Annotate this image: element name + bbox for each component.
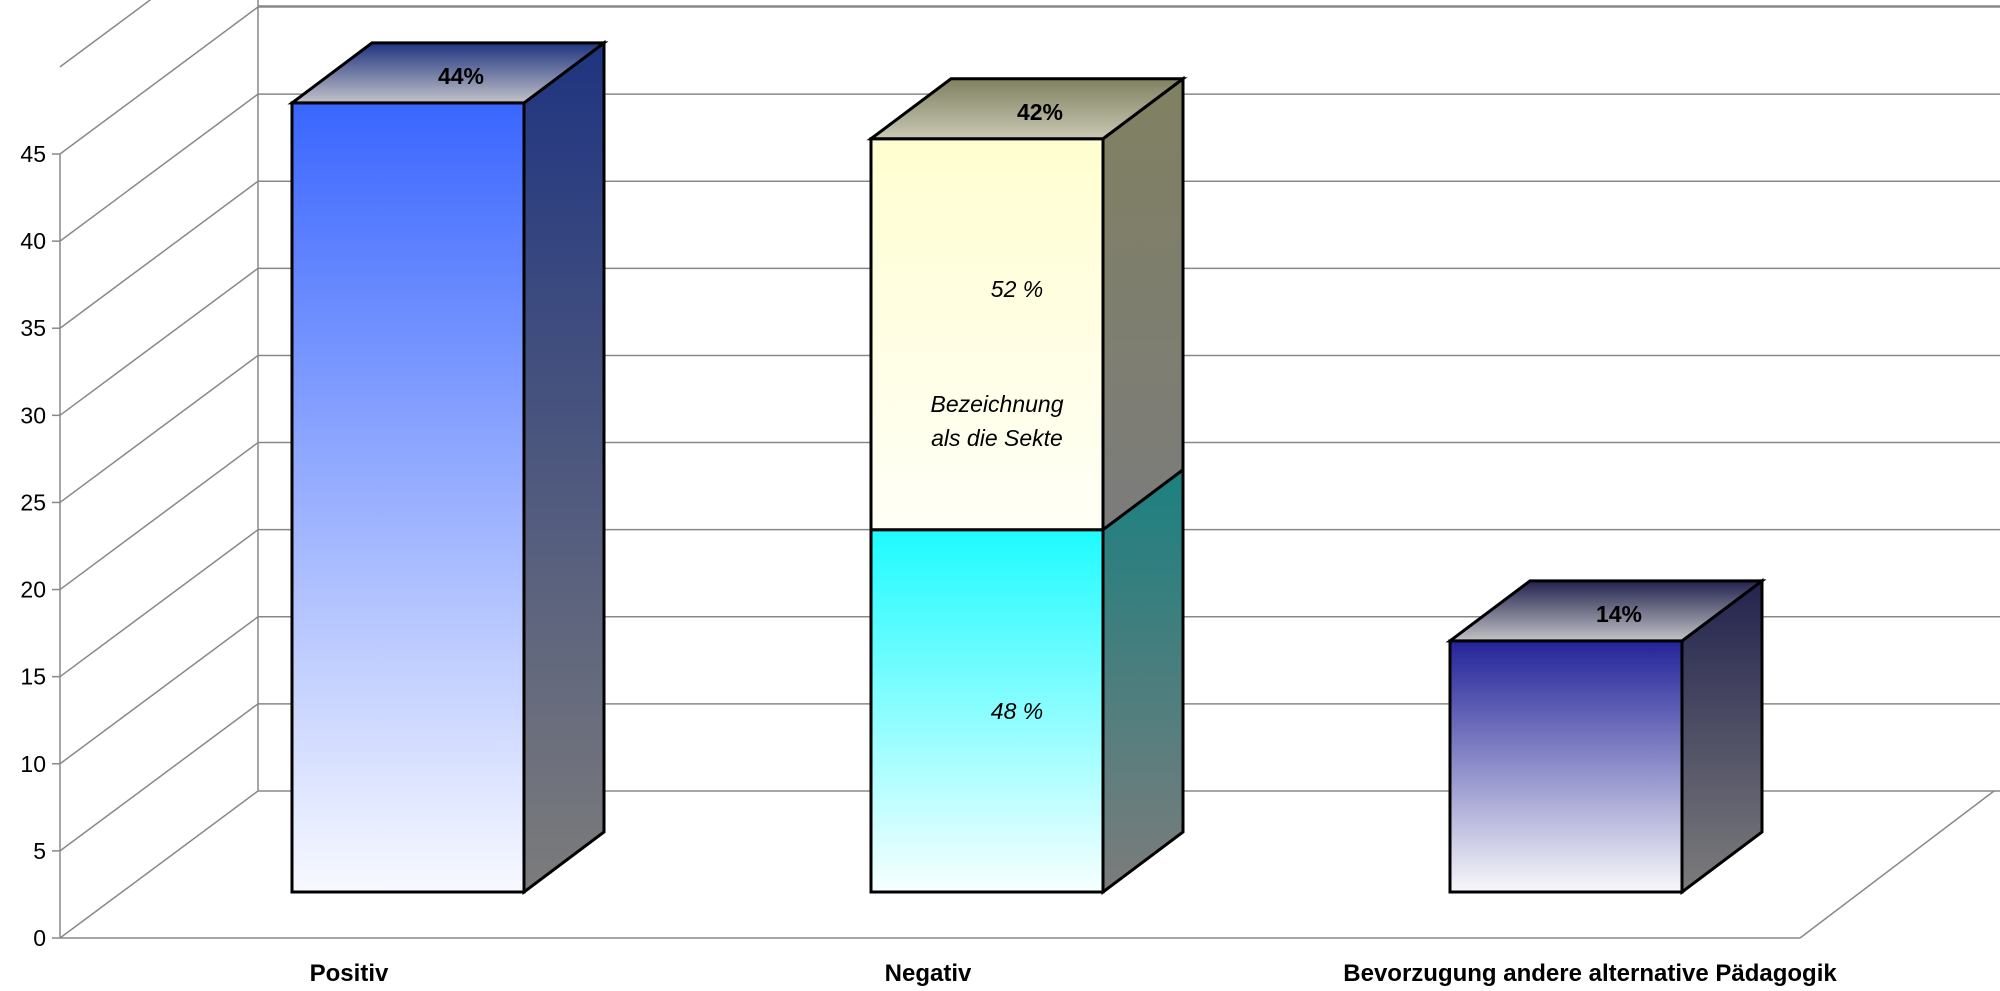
bar-side bbox=[522, 39, 606, 895]
gridline-diagonal bbox=[59, 0, 152, 68]
bar-side bbox=[1101, 75, 1185, 533]
bar-total-label: 42% bbox=[1017, 99, 1063, 125]
y-tick-label: 10 bbox=[20, 751, 46, 777]
bars: 44% 48 % 52 % Bezeichnung als die Sekte 42% 14… bbox=[287, 39, 1767, 895]
bar-front bbox=[1448, 639, 1684, 894]
bar-group-3: 14% bbox=[1445, 577, 1767, 895]
gridline-diagonal bbox=[59, 790, 259, 939]
x-category-label: Bevorzugung andere alternative Pädagogik bbox=[1343, 960, 1837, 987]
y-axis: 0 5 10 15 20 25 30 35 40 45 bbox=[20, 141, 60, 951]
bar-top bbox=[866, 77, 1188, 141]
bar-total-label: 44% bbox=[438, 63, 484, 89]
x-category-label: Negativ bbox=[885, 960, 972, 987]
y-tick-label: 5 bbox=[33, 838, 46, 864]
bar-top bbox=[287, 41, 609, 105]
x-category-label: Positiv bbox=[310, 960, 389, 987]
y-tick-label: 15 bbox=[20, 664, 46, 690]
segment-label-line: Bezeichnung bbox=[931, 391, 1064, 417]
bar-front bbox=[869, 528, 1105, 894]
gridline-diagonal bbox=[59, 703, 259, 852]
y-tick-label: 20 bbox=[20, 577, 46, 603]
gridline-diagonal bbox=[59, 529, 259, 678]
segment-label: 52 % bbox=[991, 276, 1043, 302]
gridline-diagonal bbox=[59, 441, 259, 591]
gridline-diagonal bbox=[59, 93, 259, 242]
floor-right-edge bbox=[1799, 790, 1995, 939]
y-tick-label: 40 bbox=[20, 228, 46, 254]
gridline-diagonal bbox=[59, 180, 259, 329]
bar-total-label: 14% bbox=[1596, 601, 1642, 627]
bar-front bbox=[869, 137, 1105, 532]
gridline-diagonal bbox=[59, 616, 259, 765]
gridline-diagonal bbox=[59, 267, 259, 416]
bar-front bbox=[290, 101, 526, 894]
bar-group-2: 48 % 52 % Bezeichnung als die Sekte 42% bbox=[866, 75, 1188, 895]
segment-label-line: als die Sekte bbox=[931, 425, 1063, 451]
gridline-diagonal bbox=[59, 354, 259, 504]
gridline-diagonal bbox=[59, 6, 259, 155]
y-tick-label: 45 bbox=[20, 141, 46, 167]
y-tick-label: 30 bbox=[20, 402, 46, 428]
y-tick-label: 25 bbox=[20, 489, 46, 515]
bar-group-1: 44% bbox=[287, 39, 609, 895]
x-axis: Positiv Negativ Bevorzugung andere alterna… bbox=[310, 960, 1838, 987]
bar-top bbox=[1445, 579, 1767, 643]
bar-side bbox=[1101, 466, 1185, 895]
segment-label: 48 % bbox=[991, 698, 1043, 724]
y-tick-label: 35 bbox=[20, 315, 46, 341]
y-tick-label: 0 bbox=[33, 925, 46, 951]
